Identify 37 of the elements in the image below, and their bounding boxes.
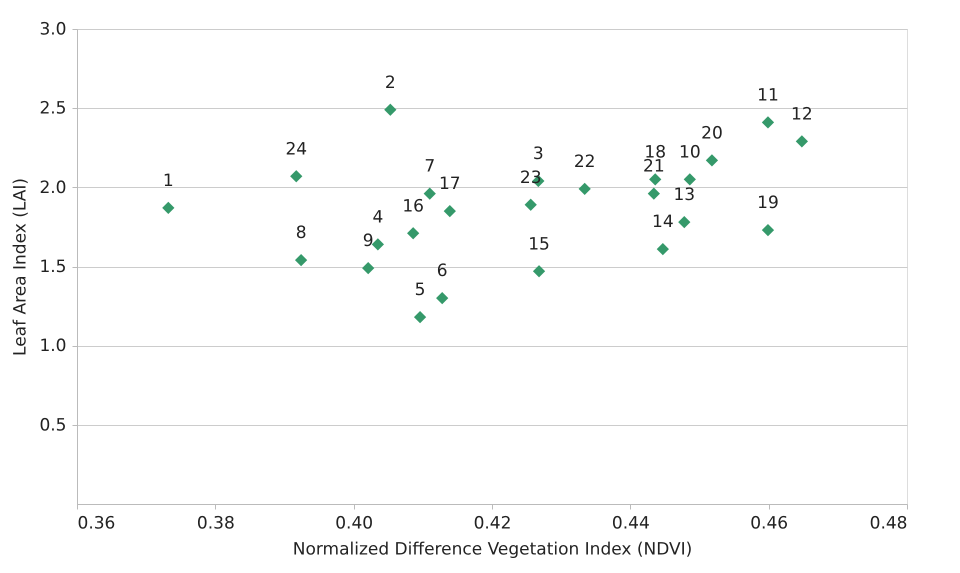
annotation: 4 xyxy=(372,207,384,228)
annotation: 12 xyxy=(791,104,813,124)
annotation: 17 xyxy=(438,174,461,194)
annotation: 24 xyxy=(285,139,308,160)
annotation: 13 xyxy=(673,185,696,206)
x-tick-label: 0.40 xyxy=(335,514,374,534)
annotation: 22 xyxy=(574,152,596,172)
annotation: 11 xyxy=(757,85,779,106)
x-tick-label: 0.36 xyxy=(78,514,116,534)
annotation: 16 xyxy=(402,196,424,216)
y-tick-label: 1.0 xyxy=(39,336,66,356)
annotation: 10 xyxy=(678,142,701,162)
annotation: 6 xyxy=(436,261,448,282)
annotation: 5 xyxy=(414,280,426,300)
y-tick-label: 1.5 xyxy=(39,257,66,277)
y-tick-label: 2.5 xyxy=(39,98,66,119)
annotation: 3 xyxy=(532,144,544,164)
x-tick-label: 0.48 xyxy=(870,514,908,534)
annotation: 1 xyxy=(162,170,174,191)
y-tick-label: 2.0 xyxy=(39,178,66,198)
annotation: 15 xyxy=(528,234,550,254)
annotation: 9 xyxy=(362,231,374,252)
annotation: 2 xyxy=(384,72,396,93)
y-tick-label: 3.0 xyxy=(39,20,66,40)
y-tick-label: 0.5 xyxy=(39,415,66,436)
x-tick-label: 0.44 xyxy=(612,514,650,534)
annotation: 23 xyxy=(520,168,542,188)
x-tick-label: 0.46 xyxy=(750,514,788,534)
annotation: 14 xyxy=(652,212,674,232)
x-tick-label: 0.42 xyxy=(474,514,512,534)
annotation: 8 xyxy=(296,223,307,244)
x-tick-label: 0.38 xyxy=(196,514,235,534)
annotation: 19 xyxy=(757,193,779,214)
annotation: 7 xyxy=(424,156,436,177)
annotation: 20 xyxy=(701,123,723,144)
y-axis-title: Leaf Area Index (LAI) xyxy=(10,178,30,356)
x-axis-title: Normalized Difference Vegetation Index (NDVI) xyxy=(292,540,692,560)
